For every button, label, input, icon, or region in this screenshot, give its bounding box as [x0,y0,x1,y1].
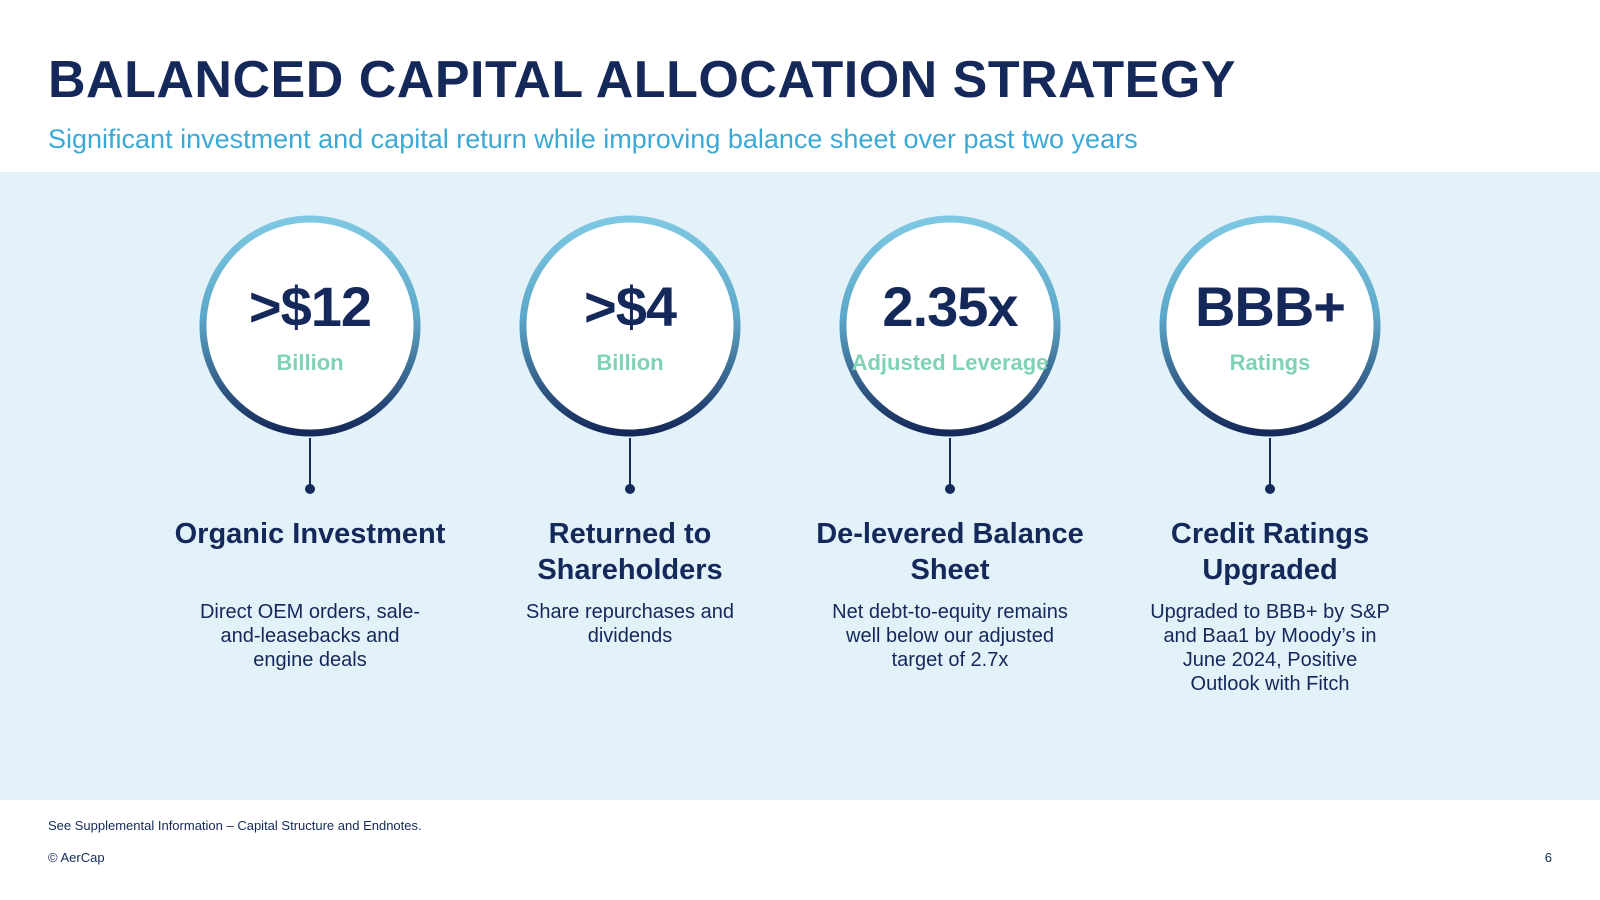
connector-line [949,438,951,486]
item-heading: Credit Ratings Upgraded [1170,518,1370,586]
page-subtitle: Significant investment and capital retur… [48,124,1138,154]
metric-value: 2.35x [882,275,1018,338]
connector-line [629,438,631,486]
metric-ring [519,215,741,437]
metric-unit: Billion [276,350,344,375]
footnote: See Supplemental Information – Capital S… [48,818,422,833]
item-heading: Organic Investment [174,518,446,550]
item-heading: De-levered Balance Sheet [816,518,1084,586]
metric-value: BBB+ [1194,275,1346,338]
metric-unit: Adjusted Leverage [851,350,1049,375]
metric-ring [1159,215,1381,437]
item-description: Upgraded to BBB+ by S&P and Baa1 by Mood… [1150,601,1390,695]
metric-ring [839,215,1061,437]
strategy-panel: >$12 Billion Organic Investment Direct O… [0,172,1600,800]
connector-dot [305,484,315,494]
connector-dot [625,484,635,494]
item-description: Net debt-to-equity remains well below ou… [832,601,1068,671]
connector-line [1269,438,1271,486]
connector-dot [945,484,955,494]
item-description: Share repurchases and dividends [526,601,734,647]
metric-value: >$12 [248,275,372,338]
connector-dot [1265,484,1275,494]
metric-ring [199,215,421,437]
item-description: Direct OEM orders, sale-and-leasebacks a… [199,601,421,671]
metric-unit: Billion [596,350,664,375]
connector-line [309,438,311,486]
page-title: BALANCED CAPITAL ALLOCATION STRATEGY [48,51,1236,109]
metric-value: >$4 [584,275,677,338]
metric-unit: Ratings [1229,350,1311,375]
copyright: © AerCap [48,850,105,865]
page-number: 6 [1544,850,1552,865]
item-heading: Returned to Shareholders [537,518,723,586]
